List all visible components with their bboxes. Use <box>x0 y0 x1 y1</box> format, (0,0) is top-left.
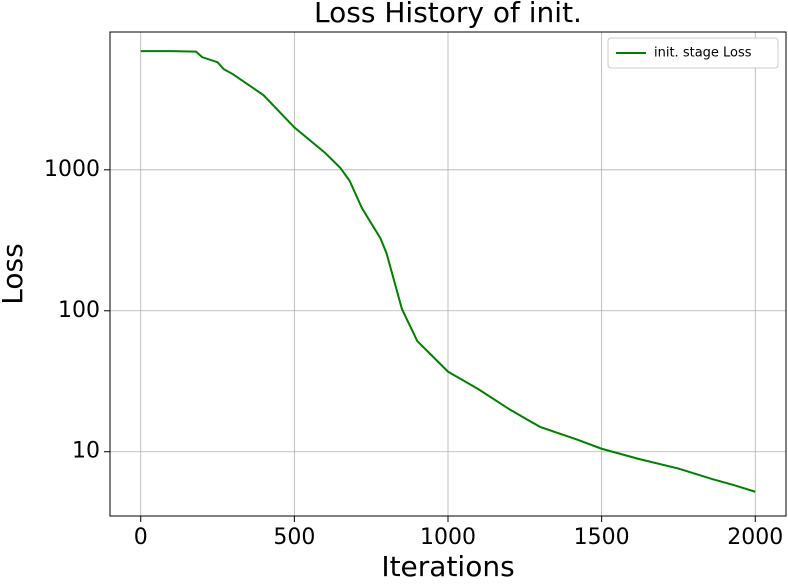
legend-box <box>607 37 779 69</box>
x-tick-label: 2000 <box>727 525 783 550</box>
y-axis-label: Loss <box>0 243 29 304</box>
data-line <box>140 50 756 493</box>
chart-title: Loss History of init. <box>314 0 582 29</box>
x-tick-label: 1000 <box>420 525 476 550</box>
x-tick-label: 0 <box>134 525 148 550</box>
plot-frame <box>109 31 787 517</box>
x-tick-label: 1500 <box>574 525 630 550</box>
x-axis-label: Iterations <box>381 550 514 583</box>
x-tick-label: 500 <box>273 525 315 550</box>
legend-label: init. stage Loss <box>654 46 752 61</box>
y-tick-label: 10 <box>72 439 100 464</box>
y-tick-label: 100 <box>58 298 100 323</box>
y-tick-label: 1000 <box>44 157 100 182</box>
